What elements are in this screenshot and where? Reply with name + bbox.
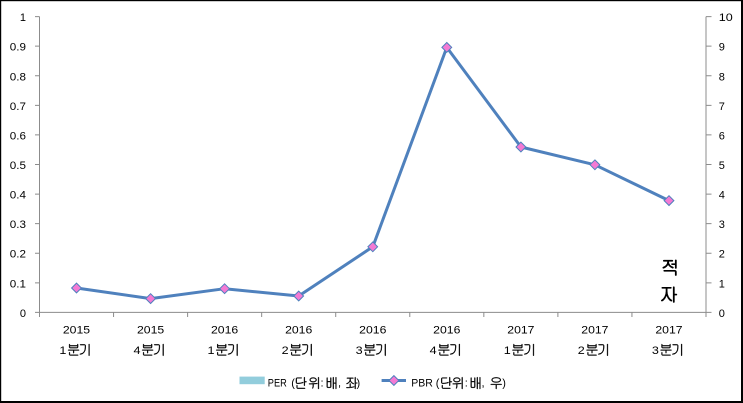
svg-text:2016: 2016 [285,324,312,336]
svg-text:2015: 2015 [63,324,90,336]
svg-text:2016: 2016 [211,324,238,336]
svg-text:(: ( [291,378,295,390]
svg-text:PER: PER [268,378,287,390]
svg-text:3: 3 [356,345,363,357]
svg-text:3: 3 [652,345,659,357]
svg-text:0.1: 0.1 [10,278,26,290]
svg-text:2: 2 [282,345,289,357]
svg-text:(: ( [436,378,440,390]
svg-text:0.5: 0.5 [10,160,26,172]
svg-text:5: 5 [719,160,725,172]
svg-text:3: 3 [719,219,725,231]
svg-text:2016: 2016 [433,324,460,336]
svg-text:4: 4 [134,345,141,357]
svg-text:9: 9 [719,42,725,54]
svg-text:0: 0 [719,308,725,320]
svg-text:7: 7 [719,101,725,113]
svg-text:,: , [482,378,485,390]
svg-text:4: 4 [719,190,725,202]
svg-text:2017: 2017 [507,324,534,336]
svg-text:0.6: 0.6 [10,130,26,142]
svg-text:1: 1 [504,345,511,357]
svg-text:10: 10 [719,12,733,24]
svg-text:): ) [357,378,361,390]
svg-text:0.8: 0.8 [10,71,26,83]
svg-text:,: , [338,378,341,390]
svg-text:8: 8 [719,71,725,83]
svg-text:): ) [502,378,506,390]
svg-text:0.4: 0.4 [10,190,26,202]
svg-text:0: 0 [20,308,26,320]
svg-text:2017: 2017 [655,324,682,336]
svg-text:1: 1 [59,345,66,357]
svg-text::: : [321,378,324,390]
svg-text:2015: 2015 [137,324,164,336]
svg-text:6: 6 [719,130,725,142]
svg-text:0.7: 0.7 [10,101,26,113]
svg-text:2017: 2017 [581,324,608,336]
svg-text:1: 1 [20,12,26,24]
svg-text::: : [465,378,468,390]
svg-text:2016: 2016 [359,324,386,336]
svg-text:0.3: 0.3 [10,219,26,231]
svg-text:2: 2 [719,249,725,261]
svg-text:1: 1 [719,278,725,290]
svg-text:PBR: PBR [411,378,433,390]
svg-text:0.2: 0.2 [10,249,26,261]
svg-text:0.9: 0.9 [10,42,26,54]
svg-text:2: 2 [578,345,585,357]
svg-text:1: 1 [208,345,215,357]
svg-text:4: 4 [430,345,437,357]
